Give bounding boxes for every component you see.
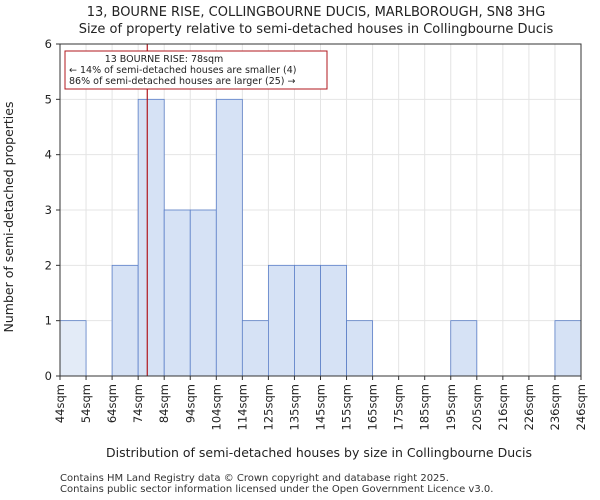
x-tick-label: 74sqm [131, 384, 145, 423]
bar-155sqm [346, 320, 373, 377]
bar-195sqm [450, 320, 478, 377]
y-tick-label: 5 [45, 92, 52, 106]
bar-145sqm [320, 264, 347, 377]
footer-line-1: Contains HM Land Registry data © Crown c… [60, 473, 449, 484]
x-tick-label: 125sqm [261, 384, 275, 430]
x-tick-label: 114sqm [235, 384, 249, 430]
bars [59, 98, 582, 377]
y-axis-ticks: 0 1 2 3 4 5 6 [45, 37, 60, 383]
x-tick-label: 236sqm [548, 384, 562, 430]
x-tick-label: 104sqm [209, 384, 223, 430]
bar-44sqm [59, 320, 87, 377]
bar-135sqm [294, 264, 321, 377]
y-tick-label: 0 [45, 369, 52, 383]
bar-104sqm [215, 98, 243, 377]
y-tick-label: 4 [45, 148, 52, 162]
x-tick-label: 44sqm [53, 384, 67, 423]
bar-114sqm [241, 320, 269, 377]
y-tick-label: 6 [45, 37, 52, 51]
x-tick-label: 185sqm [418, 384, 432, 430]
x-tick-label: 84sqm [157, 384, 171, 423]
x-tick-label: 165sqm [366, 384, 380, 430]
x-tick-label: 246sqm [574, 384, 588, 430]
chart-title: 13, BOURNE RISE, COLLINGBOURNE DUCIS, MA… [87, 5, 546, 20]
y-tick-label: 3 [45, 203, 52, 217]
y-axis-label: Number of semi-detached properties [1, 102, 16, 333]
bar-84sqm [163, 209, 191, 377]
x-tick-label: 64sqm [105, 384, 119, 423]
chart-subtitle: Size of property relative to semi-detach… [79, 22, 554, 37]
y-tick-label: 2 [45, 258, 52, 272]
x-tick-label: 205sqm [470, 384, 484, 430]
bar-236sqm [554, 320, 582, 377]
x-tick-label: 145sqm [314, 384, 328, 430]
bar-64sqm [111, 264, 139, 377]
x-tick-label: 195sqm [444, 384, 458, 430]
x-axis-ticks: 44sqm 54sqm 64sqm 74sqm 84sqm 94sqm 104sqm 114s… [53, 376, 588, 430]
annotation-line-1: 13 BOURNE RISE: 78sqm [105, 54, 224, 65]
x-tick-label: 135sqm [287, 384, 301, 430]
footer-line-2: Contains public sector information licen… [60, 484, 494, 495]
annotation-line-3: 86% of semi-detached houses are larger (… [69, 76, 296, 87]
x-tick-label: 155sqm [340, 384, 354, 430]
x-tick-label: 175sqm [392, 384, 406, 430]
x-tick-label: 54sqm [79, 384, 93, 423]
y-tick-label: 1 [45, 314, 52, 328]
annotation-frame [64, 50, 328, 90]
x-tick-label: 216sqm [496, 384, 510, 430]
footer: Contains HM Land Registry data © Crown c… [60, 473, 493, 495]
bar-125sqm [267, 264, 295, 377]
annotation-line-2: ← 14% of semi-detached houses are smalle… [69, 65, 297, 76]
annotation-box: 13 BOURNE RISE: 78sqm ← 14% of semi-deta… [64, 50, 328, 90]
x-tick-label: 226sqm [522, 384, 536, 430]
x-tick-label: 94sqm [183, 384, 197, 423]
bar-74sqm [137, 98, 165, 377]
x-axis-label: Distribution of semi-detached houses by … [106, 445, 532, 460]
bar-94sqm [189, 209, 217, 377]
